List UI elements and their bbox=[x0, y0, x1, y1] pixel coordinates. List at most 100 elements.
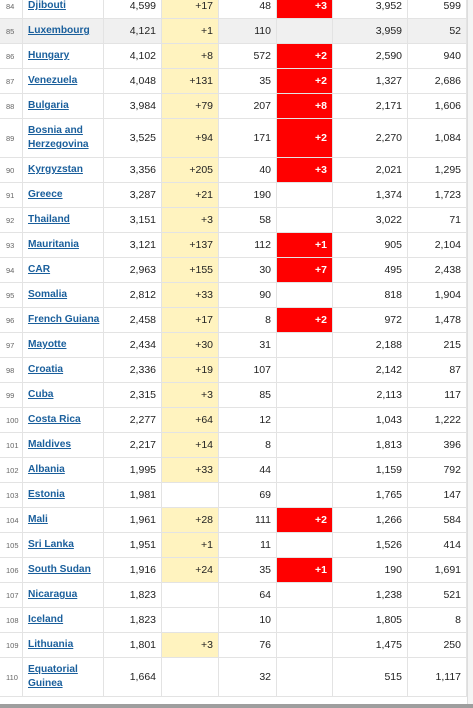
row-number: 97 bbox=[0, 333, 23, 357]
new-deaths-cell bbox=[277, 533, 333, 557]
total-cases-cell: 1,995 bbox=[104, 458, 162, 482]
table-row: 91 Greece 3,287 +21 190 1,374 1,723 bbox=[0, 183, 473, 208]
total-deaths-cell: 31 bbox=[219, 333, 277, 357]
table-row: 105 Sri Lanka 1,951 +1 11 1,526 414 bbox=[0, 533, 473, 558]
total-cases-cell: 4,121 bbox=[104, 19, 162, 43]
total-recovered-cell: 1,159 bbox=[333, 458, 408, 482]
total-recovered-cell: 515 bbox=[333, 658, 408, 696]
new-cases-cell: +24 bbox=[162, 558, 219, 582]
country-link[interactable]: Costa Rica bbox=[28, 414, 81, 425]
country-link[interactable]: Albania bbox=[28, 464, 65, 475]
country-link[interactable]: Luxembourg bbox=[28, 25, 90, 36]
country-link[interactable]: Mauritania bbox=[28, 239, 79, 250]
new-cases-cell: +94 bbox=[162, 119, 219, 157]
table-row: 85 Luxembourg 4,121 +1 110 3,959 52 bbox=[0, 19, 473, 44]
new-cases-cell: +14 bbox=[162, 433, 219, 457]
total-recovered-cell: 3,022 bbox=[333, 208, 408, 232]
new-deaths-cell bbox=[277, 583, 333, 607]
new-cases-cell: +155 bbox=[162, 258, 219, 282]
active-cases-cell: 414 bbox=[408, 533, 467, 557]
new-deaths-cell: +1 bbox=[277, 233, 333, 257]
total-cases-cell: 1,823 bbox=[104, 583, 162, 607]
country-link[interactable]: South Sudan bbox=[28, 564, 91, 575]
total-recovered-cell: 2,171 bbox=[333, 94, 408, 118]
total-deaths-cell: 35 bbox=[219, 69, 277, 93]
country-link[interactable]: Nicaragua bbox=[28, 589, 78, 600]
active-cases-cell: 87 bbox=[408, 358, 467, 382]
country-link[interactable]: Sri Lanka bbox=[28, 539, 74, 550]
new-deaths-cell bbox=[277, 608, 333, 632]
active-cases-cell: 71 bbox=[408, 208, 467, 232]
country-link[interactable]: Somalia bbox=[28, 289, 68, 300]
country-cell: Bulgaria bbox=[23, 94, 104, 118]
country-link[interactable]: Djibouti bbox=[28, 0, 66, 11]
total-cases-cell: 1,801 bbox=[104, 633, 162, 657]
country-link[interactable]: Croatia bbox=[28, 364, 64, 375]
new-cases-cell: +17 bbox=[162, 308, 219, 332]
total-deaths-cell: 48 bbox=[219, 0, 277, 18]
table-row: 106 South Sudan 1,916 +24 35 +1 190 1,691 bbox=[0, 558, 473, 583]
country-link[interactable]: Hungary bbox=[28, 50, 70, 61]
new-cases-cell: +8 bbox=[162, 44, 219, 68]
new-cases-cell: +205 bbox=[162, 158, 219, 182]
country-link[interactable]: Bosnia and Herzegovina bbox=[28, 125, 89, 150]
row-number: 110 bbox=[0, 658, 23, 696]
total-cases-cell: 1,961 bbox=[104, 508, 162, 532]
total-recovered-cell: 1,266 bbox=[333, 508, 408, 532]
table-row: 87 Venezuela 4,048 +131 35 +2 1,327 2,686 bbox=[0, 69, 473, 94]
country-cell: Greece bbox=[23, 183, 104, 207]
scrollbar[interactable] bbox=[467, 0, 473, 708]
country-link[interactable]: Kyrgyzstan bbox=[28, 164, 83, 175]
new-cases-cell: +79 bbox=[162, 94, 219, 118]
table-row: 98 Croatia 2,336 +19 107 2,142 87 bbox=[0, 358, 473, 383]
row-number: 91 bbox=[0, 183, 23, 207]
new-deaths-cell bbox=[277, 458, 333, 482]
total-cases-cell: 4,102 bbox=[104, 44, 162, 68]
country-link[interactable]: Cuba bbox=[28, 389, 54, 400]
total-recovered-cell: 1,526 bbox=[333, 533, 408, 557]
country-link[interactable]: CAR bbox=[28, 264, 51, 275]
row-number: 109 bbox=[0, 633, 23, 657]
country-link[interactable]: Venezuela bbox=[28, 75, 78, 86]
country-link[interactable]: Equatorial Guinea bbox=[28, 664, 78, 689]
new-cases-cell: +3 bbox=[162, 208, 219, 232]
country-link[interactable]: Bulgaria bbox=[28, 100, 69, 111]
row-number: 93 bbox=[0, 233, 23, 257]
new-deaths-cell: +2 bbox=[277, 508, 333, 532]
country-link[interactable]: Maldives bbox=[28, 439, 72, 450]
country-cell: Thailand bbox=[23, 208, 104, 232]
active-cases-cell: 1,478 bbox=[408, 308, 467, 332]
country-cell: Cuba bbox=[23, 383, 104, 407]
new-cases-cell bbox=[162, 608, 219, 632]
table-row: 102 Albania 1,995 +33 44 1,159 792 bbox=[0, 458, 473, 483]
country-link[interactable]: Greece bbox=[28, 189, 63, 200]
country-link[interactable]: Iceland bbox=[28, 614, 64, 625]
total-recovered-cell: 2,270 bbox=[333, 119, 408, 157]
total-cases-cell: 2,277 bbox=[104, 408, 162, 432]
table-row: 97 Mayotte 2,434 +30 31 2,188 215 bbox=[0, 333, 473, 358]
total-recovered-cell: 2,113 bbox=[333, 383, 408, 407]
total-deaths-cell: 30 bbox=[219, 258, 277, 282]
country-link[interactable]: Mayotte bbox=[28, 339, 67, 350]
new-cases-cell: +33 bbox=[162, 283, 219, 307]
country-link[interactable]: Mali bbox=[28, 514, 48, 525]
country-link[interactable]: Lithuania bbox=[28, 639, 74, 650]
row-number: 94 bbox=[0, 258, 23, 282]
table-row: 86 Hungary 4,102 +8 572 +2 2,590 940 bbox=[0, 44, 473, 69]
table-row: 84 Djibouti 4,599 +17 48 +3 3,952 599 bbox=[0, 0, 473, 19]
total-recovered-cell: 1,238 bbox=[333, 583, 408, 607]
country-link[interactable]: Thailand bbox=[28, 214, 70, 225]
table-row: 103 Estonia 1,981 69 1,765 147 bbox=[0, 483, 473, 508]
row-number: 95 bbox=[0, 283, 23, 307]
active-cases-cell: 1,723 bbox=[408, 183, 467, 207]
country-cell: Hungary bbox=[23, 44, 104, 68]
country-link[interactable]: French Guiana bbox=[28, 314, 100, 325]
country-cell: Albania bbox=[23, 458, 104, 482]
active-cases-cell: 2,438 bbox=[408, 258, 467, 282]
active-cases-cell: 940 bbox=[408, 44, 467, 68]
total-cases-cell: 1,916 bbox=[104, 558, 162, 582]
total-deaths-cell: 572 bbox=[219, 44, 277, 68]
country-link[interactable]: Estonia bbox=[28, 489, 65, 500]
country-cell: Maldives bbox=[23, 433, 104, 457]
table-row: 90 Kyrgyzstan 3,356 +205 40 +3 2,021 1,295 bbox=[0, 158, 473, 183]
